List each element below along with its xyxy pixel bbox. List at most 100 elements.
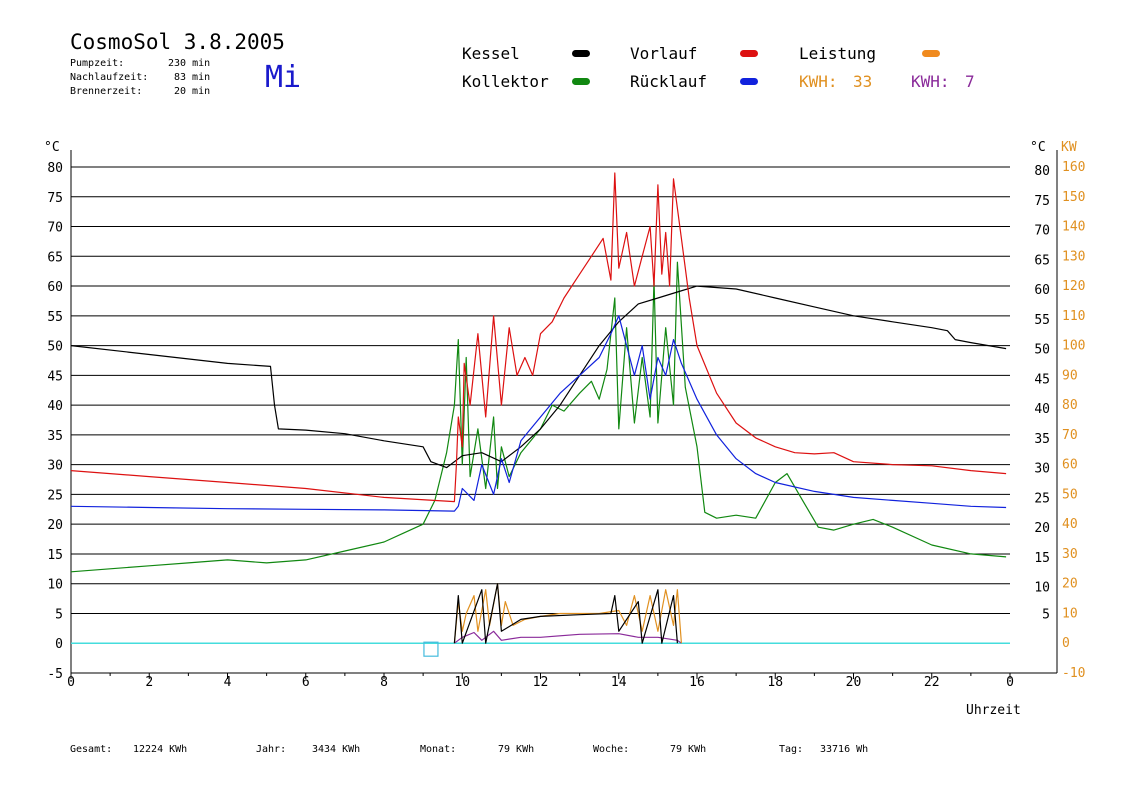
y-tick-label-left: 0: [55, 637, 63, 652]
legend-leistung: Leistung: [799, 44, 877, 63]
y-tick-label-left: 35: [47, 429, 63, 444]
x-tick-label: 0: [67, 675, 75, 690]
legend-kwh1-value: 33: [853, 72, 873, 91]
y-tick-label-left: 40: [47, 399, 63, 414]
x-tick-label: 18: [767, 675, 783, 690]
y-tick-label-left: 5: [55, 607, 63, 622]
y-tick-label-power: 40: [1062, 517, 1078, 532]
stat-nachlaufzeit-value: 83 min: [174, 72, 211, 83]
plot-marker: [423, 641, 439, 657]
legend-ruecklauf-swatch: [740, 78, 758, 85]
y-tick-label-right: 80: [1034, 164, 1050, 179]
y-axis-unit-left: °C: [44, 140, 60, 155]
legend-kessel: Kessel: [462, 44, 520, 63]
y-tick-label-power: 120: [1062, 279, 1085, 294]
y-tick-label-left: 75: [47, 191, 63, 206]
y-tick-label-power: 140: [1062, 220, 1085, 235]
y-tick-label-left: 55: [47, 310, 63, 325]
y-tick-label-power: 10: [1062, 606, 1078, 621]
y-tick-label-left: 10: [47, 578, 63, 593]
y-tick-label-power: 160: [1062, 160, 1085, 175]
y-tick-label-right: 30: [1034, 462, 1050, 477]
legend-ruecklauf: Rücklauf: [630, 72, 708, 91]
weekday-label: Mi: [265, 60, 302, 95]
x-tick-label: 4: [224, 675, 232, 690]
stat-brennerzeit-label: Brennerzeit:: [70, 86, 143, 97]
y-tick-label-power: 80: [1062, 398, 1078, 413]
y-tick-label-power: 100: [1062, 339, 1085, 354]
footer-gesamt-label: Gesamt:: [70, 744, 113, 755]
legend-vorlauf: Vorlauf: [630, 44, 698, 63]
y-tick-label-power: 70: [1062, 428, 1078, 443]
chart-series: [70, 172, 1007, 657]
y-tick-label-right: 50: [1034, 343, 1050, 358]
y-tick-label-right: 45: [1034, 372, 1050, 387]
stat-pumpzeit-value: 230 min: [168, 58, 211, 69]
y-tick-label-right: 70: [1034, 224, 1050, 239]
x-tick-label: 14: [611, 675, 627, 690]
legend-kollektor-swatch: [572, 78, 590, 85]
y-tick-label-power: 20: [1062, 577, 1078, 592]
x-tick-label: 16: [689, 675, 705, 690]
series-line-r-cklauf: [70, 315, 1007, 512]
y-tick-label-right: 15: [1034, 551, 1050, 566]
x-tick-label: 12: [533, 675, 549, 690]
y-tick-label-right: 65: [1034, 253, 1050, 268]
footer-monat-value: 79 KWh: [498, 744, 535, 755]
y-tick-label-left: -5: [47, 667, 63, 682]
y-tick-label-left: 65: [47, 250, 63, 265]
footer-woche-value: 79 KWh: [670, 744, 707, 755]
y-tick-label-left: 20: [47, 518, 63, 533]
y-tick-label-power: 150: [1062, 190, 1085, 205]
y-tick-label-right: 60: [1034, 283, 1050, 298]
x-tick-label: 0: [1006, 675, 1014, 690]
x-tick-label: 20: [846, 675, 862, 690]
footer-tag-value: 33716 Wh: [820, 744, 869, 755]
legend-leistung-swatch: [922, 50, 940, 57]
y-tick-label-left: 70: [47, 221, 63, 236]
y-tick-label-left: 25: [47, 488, 63, 503]
y-tick-label-left: 60: [47, 280, 63, 295]
y-tick-label-power: 0: [1062, 636, 1070, 651]
chart-title: CosmoSol 3.8.2005: [70, 30, 285, 54]
x-tick-label: 10: [454, 675, 470, 690]
y-axis-unit-power: KW: [1061, 140, 1077, 155]
footer-gesamt-value: 12224 KWh: [133, 744, 188, 755]
stat-pumpzeit-label: Pumpzeit:: [70, 58, 125, 69]
chart-labels: 0 2 4 6 8 10 12 14 16 18 20 22 080757065605550454035…: [44, 140, 1085, 718]
y-tick-label-right: 55: [1034, 313, 1050, 328]
footer-tag-label: Tag:: [779, 744, 804, 755]
y-tick-label-left: 15: [47, 548, 63, 563]
series-line-kollektor: [70, 261, 1007, 573]
footer-monat-label: Monat:: [420, 744, 457, 755]
series-line-vorlauf: [70, 172, 1007, 503]
series-line-kessel: [70, 285, 1007, 469]
x-axis-label: Uhrzeit: [966, 703, 1021, 718]
legend-kollektor: Kollektor: [462, 72, 549, 91]
y-tick-label-power: 60: [1062, 458, 1078, 473]
y-tick-label-right: 10: [1034, 581, 1050, 596]
footer-jahr-label: Jahr:: [256, 744, 287, 755]
y-tick-label-right: 35: [1034, 432, 1050, 447]
y-tick-label-power: -10: [1062, 666, 1085, 681]
y-tick-label-right: 5: [1042, 607, 1050, 622]
y-tick-label-power: 130: [1062, 249, 1085, 264]
x-tick-label: 22: [924, 675, 940, 690]
x-tick-label: 6: [302, 675, 310, 690]
y-tick-label-right: 25: [1034, 491, 1050, 506]
y-tick-label-power: 50: [1062, 487, 1078, 502]
legend-kessel-swatch: [572, 50, 590, 57]
stat-brennerzeit-value: 20 min: [174, 86, 211, 97]
x-tick-label: 2: [145, 675, 153, 690]
y-tick-label-left: 30: [47, 459, 63, 474]
y-tick-label-power: 110: [1062, 309, 1085, 324]
chart-grid: [71, 166, 1010, 614]
footer-woche-label: Woche:: [593, 744, 630, 755]
stat-nachlaufzeit-label: Nachlaufzeit:: [70, 72, 149, 83]
series-line-kessel-leistung: [453, 583, 678, 644]
y-tick-label-left: 80: [47, 161, 63, 176]
y-tick-label-left: 45: [47, 369, 63, 384]
footer-jahr-value: 3434 KWh: [312, 744, 361, 755]
legend-kwh1-label: KWH:: [799, 72, 838, 91]
